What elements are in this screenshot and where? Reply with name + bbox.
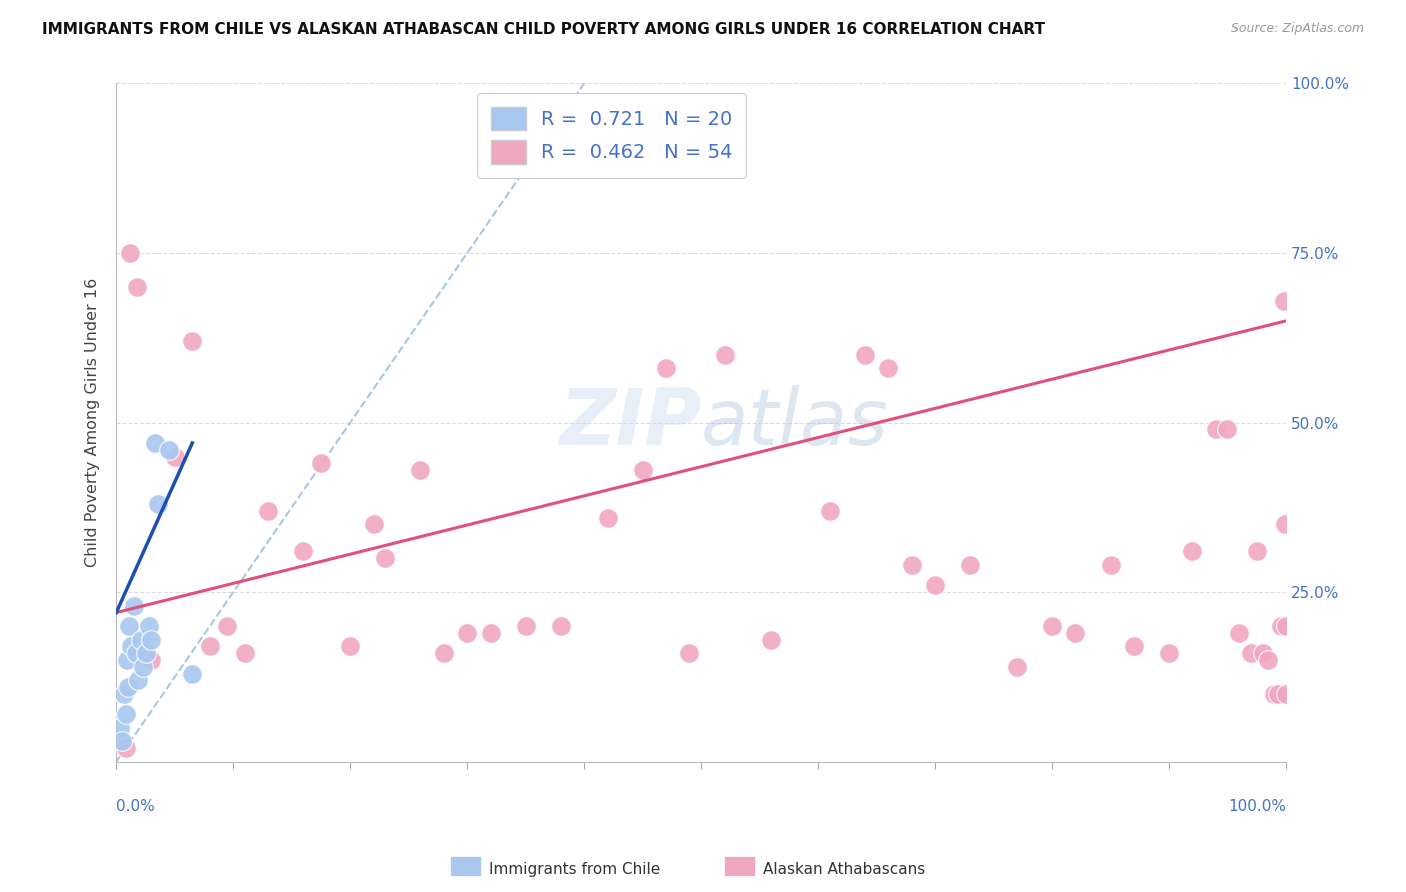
Point	[1064, 626, 1087, 640]
Point	[900, 558, 922, 572]
Point	[120, 246, 142, 260]
Point	[128, 673, 150, 688]
Point	[114, 741, 136, 756]
Point	[115, 653, 138, 667]
Point	[198, 640, 221, 654]
Text: 100.0%: 100.0%	[1227, 799, 1286, 814]
Point	[631, 463, 654, 477]
Point	[1263, 687, 1285, 701]
Point	[433, 646, 456, 660]
Point	[853, 348, 876, 362]
Point	[118, 619, 141, 633]
Point	[1040, 619, 1063, 633]
Point	[655, 361, 678, 376]
Point	[550, 619, 572, 633]
Point	[1005, 660, 1028, 674]
Point	[761, 632, 783, 647]
Point	[121, 640, 143, 654]
Point	[181, 334, 204, 349]
Point	[257, 504, 280, 518]
Point	[117, 680, 139, 694]
Point	[1267, 687, 1289, 701]
Point	[479, 626, 502, 640]
Point	[515, 619, 537, 633]
Point	[1251, 646, 1274, 660]
Point	[818, 504, 841, 518]
Point	[309, 456, 332, 470]
Text: 0.0%: 0.0%	[117, 799, 155, 814]
Point	[924, 578, 946, 592]
Point	[1205, 422, 1227, 436]
Point	[181, 666, 204, 681]
Point	[217, 619, 239, 633]
Point	[138, 619, 160, 633]
Point	[233, 646, 256, 660]
Point	[1240, 646, 1263, 660]
Point	[1099, 558, 1122, 572]
Point	[959, 558, 981, 572]
Point	[1272, 293, 1295, 308]
Point	[157, 442, 180, 457]
Point	[148, 497, 170, 511]
Point	[125, 646, 148, 660]
Point	[134, 646, 156, 660]
Point	[456, 626, 478, 640]
Point	[114, 707, 136, 722]
Point	[1274, 517, 1296, 532]
Point	[292, 544, 315, 558]
Point	[1257, 653, 1279, 667]
Point	[374, 551, 396, 566]
Point	[141, 632, 163, 647]
Point	[163, 450, 186, 464]
Point	[713, 348, 735, 362]
Point	[339, 640, 361, 654]
Point	[1246, 544, 1268, 558]
Text: ZIP: ZIP	[558, 384, 702, 460]
Point	[1181, 544, 1204, 558]
Point	[129, 632, 152, 647]
Point	[409, 463, 432, 477]
Point	[1157, 646, 1180, 660]
Text: IMMIGRANTS FROM CHILE VS ALASKAN ATHABASCAN CHILD POVERTY AMONG GIRLS UNDER 16 C: IMMIGRANTS FROM CHILE VS ALASKAN ATHABAS…	[42, 22, 1045, 37]
Point	[141, 653, 163, 667]
Legend: R =  0.721   N = 20, R =  0.462   N = 54: R = 0.721 N = 20, R = 0.462 N = 54	[477, 93, 747, 178]
Point	[1122, 640, 1144, 654]
Point	[114, 687, 136, 701]
Point	[1227, 626, 1250, 640]
Text: atlas: atlas	[702, 384, 889, 460]
Point	[127, 280, 149, 294]
Point	[1216, 422, 1239, 436]
Point	[143, 436, 166, 450]
Point	[1270, 619, 1292, 633]
Point	[363, 517, 385, 532]
Point	[111, 734, 134, 748]
Text: Source: ZipAtlas.com: Source: ZipAtlas.com	[1230, 22, 1364, 36]
Point	[877, 361, 900, 376]
Point	[108, 721, 131, 735]
Point	[132, 660, 155, 674]
Y-axis label: Child Poverty Among Girls Under 16: Child Poverty Among Girls Under 16	[86, 278, 100, 567]
Point	[122, 599, 145, 613]
Text: Alaskan Athabascans: Alaskan Athabascans	[763, 863, 925, 877]
Point	[1275, 619, 1298, 633]
Point	[1275, 687, 1298, 701]
Point	[596, 510, 619, 524]
Point	[678, 646, 700, 660]
Text: Immigrants from Chile: Immigrants from Chile	[489, 863, 661, 877]
